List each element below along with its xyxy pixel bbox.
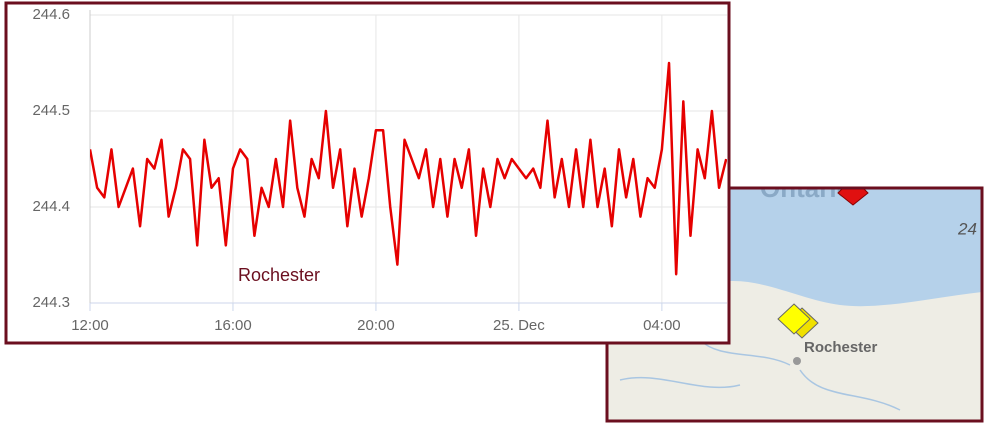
x-tick-label: 20:00 — [357, 317, 395, 334]
y-tick-label: 244.6 — [32, 6, 70, 23]
x-tick-label: 16:00 — [214, 317, 252, 334]
annotation: Rochester — [238, 265, 320, 285]
marker — [837, 188, 869, 206]
y-tick-label: 244.4 — [32, 198, 70, 215]
marker — [777, 303, 811, 335]
chart: 244.3 244.4 244.5 244.6 12:00 16:00 20:00 25. D… — [32, 6, 727, 334]
x-tick-label: 04:00 — [643, 317, 681, 334]
rivers — [619, 339, 901, 411]
y-tick-label: 244.5 — [32, 102, 70, 119]
map-label: 24 — [957, 219, 977, 238]
map-label: Ontario — [760, 173, 852, 203]
x-tick-label: 12:00 — [71, 317, 109, 334]
chart-frame — [4, 1, 731, 345]
map-panel: Ontario 24 Rochester — [607, 173, 982, 421]
map-label: Rochester — [804, 339, 878, 356]
line-series — [90, 61, 727, 276]
city-dot — [793, 357, 801, 365]
x-tick-label: 25. Dec — [493, 317, 545, 334]
y-tick-label: 244.3 — [32, 294, 70, 311]
